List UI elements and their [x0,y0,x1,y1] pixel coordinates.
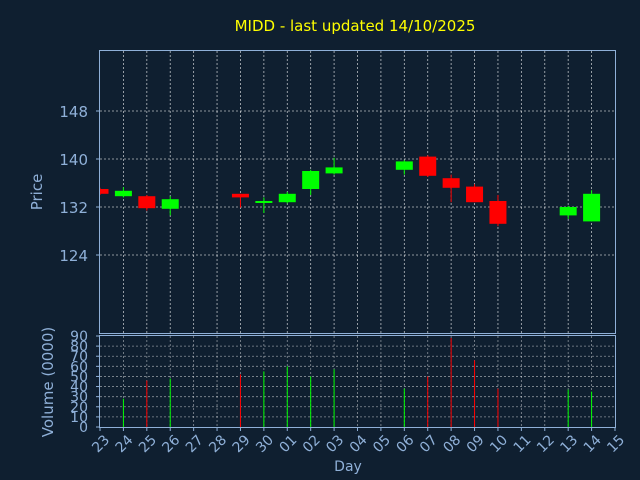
price-panel-frame [99,50,616,334]
price-axis: 124 132 140 148 [59,103,100,265]
candle-body [161,199,179,209]
candle-body [255,201,273,203]
candle-body [466,186,484,203]
x-tick-label: 10 [487,432,511,456]
x-tick-label: 14 [581,432,605,456]
volume-tick-label: 10 [70,410,88,426]
candle-body [442,178,460,188]
x-tick-label: 05 [370,432,394,456]
x-tick-label: 27 [183,432,207,456]
x-axis-label: Day [334,459,362,475]
price-tick-label: 132 [59,199,88,217]
x-tick-label: 24 [113,432,137,456]
candle-body [559,207,577,216]
x-tick-label: 04 [347,432,371,456]
volume-tick-label: 40 [70,380,88,396]
x-tick-label: 30 [253,432,277,456]
x-tick-label: 06 [394,432,418,456]
x-tick-label: 29 [230,432,254,456]
x-tick-label: 11 [511,432,535,456]
x-tick-label: 25 [136,432,160,456]
candle-body [395,161,413,170]
price-tick-label: 140 [59,151,88,169]
candle-body [278,193,296,203]
candles-layer [99,155,601,227]
x-tick-label: 08 [440,432,464,456]
volume-tick-label: 50 [70,369,88,385]
x-axis: 23 24 25 26 27 28 29 30 01 02 03 04 05 06 07 08 09 10 11 12… [89,427,628,456]
y-axis-label: Price [28,174,46,211]
candle-body [114,190,132,197]
volume-tick-label: 60 [70,359,88,375]
candle-body [302,171,320,189]
x-tick-label: 02 [300,432,324,456]
price-tick-label: 124 [59,247,88,265]
volume-tick-label: 20 [70,400,88,416]
x-tick-label: 26 [159,432,183,456]
volume-tick-label: 80 [70,339,88,355]
x-tick-label: 15 [604,432,628,456]
volume-axis-label: Volume (0000) [39,327,57,437]
candle-body [489,201,507,224]
volume-grid [100,336,615,427]
chart-title: MIDD - last updated 14/10/2025 [235,17,476,35]
x-tick-label: 23 [89,432,113,456]
candle-body [325,167,343,174]
x-tick-label: 28 [206,432,230,456]
volume-bars-layer [122,338,593,427]
x-tick-label: 03 [323,432,347,456]
candle-body [100,189,109,194]
candle-body [138,196,156,209]
x-tick-label: 07 [417,432,441,456]
volume-tick-label: 90 [70,329,88,345]
candle-body [583,193,601,222]
volume-tick-label: 30 [70,390,88,406]
candle-body [231,193,249,198]
x-tick-label: 13 [557,432,581,456]
price-tick-label: 148 [59,103,88,121]
volume-tick-label: 70 [70,349,88,365]
candle-body [419,156,437,176]
x-tick-label: 09 [464,432,488,456]
x-tick-label: 12 [534,432,558,456]
volume-tick-label: 0 [79,420,88,436]
x-tick-label: 01 [276,432,300,456]
price-grid [100,51,615,333]
